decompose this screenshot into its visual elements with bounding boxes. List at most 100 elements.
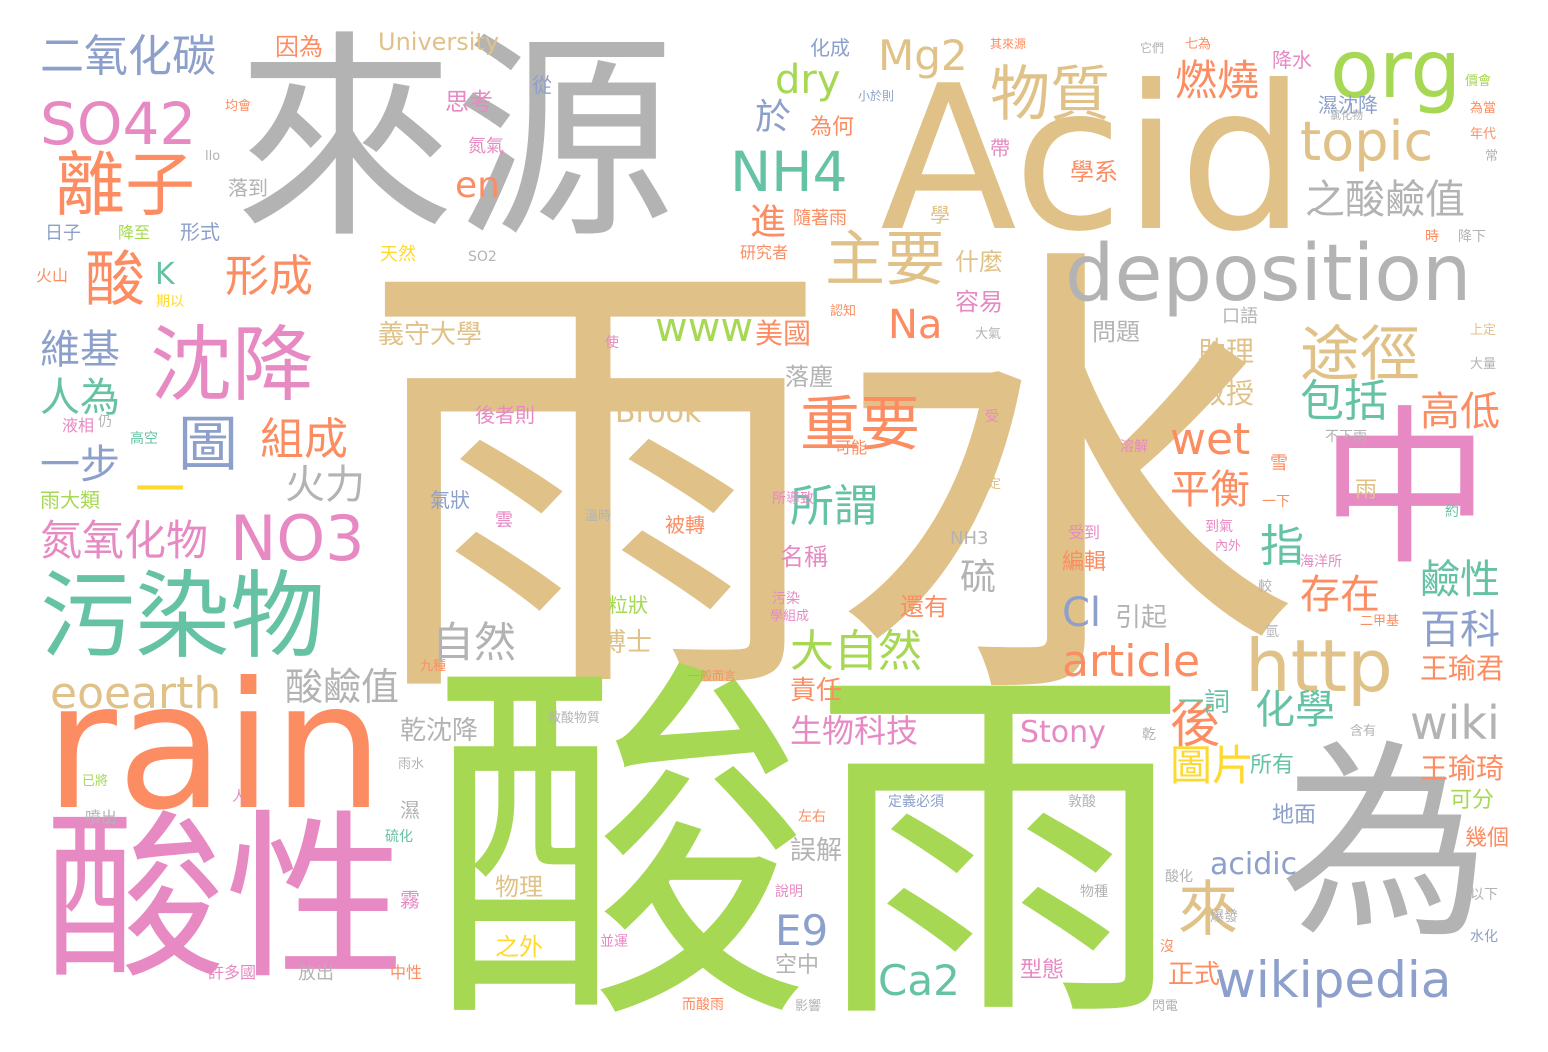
word: 於 <box>755 97 792 138</box>
word: 雨大類 <box>40 488 100 512</box>
word: 型態 <box>1020 958 1065 983</box>
word: 教授 <box>1198 377 1255 410</box>
word: 組成 <box>260 414 348 465</box>
word: 左右 <box>798 809 826 825</box>
word: 定義必須 <box>888 794 944 810</box>
word: 引起 <box>1115 603 1168 633</box>
word: 時 <box>1425 229 1439 245</box>
word: 氣狀 <box>430 488 470 512</box>
word: 價會 <box>1465 74 1492 89</box>
word: 鹼性 <box>1420 557 1500 603</box>
word: University <box>378 28 500 56</box>
word: 說明 <box>775 884 803 900</box>
word: 影響 <box>795 999 822 1014</box>
word: NH4 <box>730 140 848 204</box>
word: 污染 <box>772 591 800 607</box>
word: 雪 <box>1270 453 1288 474</box>
word: 海洋所 <box>1300 554 1342 570</box>
word: 高低 <box>1420 389 1500 435</box>
word: 被轉 <box>665 513 705 537</box>
word: 日子 <box>45 223 81 244</box>
word: 受到 <box>1068 523 1101 542</box>
word: 圖 <box>178 410 238 480</box>
word: 九種 <box>420 659 447 674</box>
word: 中 <box>1320 391 1491 589</box>
word: 確定 <box>975 477 1002 492</box>
word: 大自然 <box>790 626 922 677</box>
word: 較 <box>1258 579 1272 595</box>
word: dry <box>775 57 841 103</box>
word: 酸鹼值 <box>285 665 400 709</box>
word: 後 <box>1170 696 1220 754</box>
word: 誤解 <box>790 836 843 866</box>
word: 口語 <box>1222 306 1258 327</box>
word: Mg2 <box>878 31 968 80</box>
word: 期以 <box>156 294 184 310</box>
word: Cl <box>1062 590 1102 636</box>
word: 空中 <box>775 953 820 978</box>
word: 思考 <box>445 88 493 116</box>
word: 博士 <box>600 628 653 658</box>
word: 可能 <box>835 438 868 457</box>
word: 火山 <box>36 266 69 285</box>
word: 問題 <box>1092 318 1140 346</box>
word: 常 <box>1485 149 1499 164</box>
word: 主要 <box>825 225 945 295</box>
word: llo <box>205 149 221 164</box>
word: 百科 <box>1420 607 1500 653</box>
word: 物質 <box>990 60 1110 130</box>
word: 乾 <box>1142 727 1156 743</box>
word: 因為 <box>275 33 323 61</box>
word: 使 <box>605 335 619 351</box>
word: 圖片 <box>1170 741 1255 790</box>
word: Brook <box>615 395 702 430</box>
word: 雲 <box>495 510 513 531</box>
word: 敦酸 <box>1068 794 1096 810</box>
word: 存在 <box>1300 572 1380 618</box>
word: 大氣 <box>975 327 1002 342</box>
word: 物理 <box>495 873 543 901</box>
word: 噴出 <box>85 808 118 827</box>
word: 降至 <box>118 223 151 242</box>
word: 隨著雨 <box>793 208 847 229</box>
word: 來源 <box>235 12 676 268</box>
word: 容易 <box>955 288 1003 316</box>
word: article <box>1062 636 1201 687</box>
word: 二甲基 <box>1360 614 1400 629</box>
word: 受 <box>985 409 999 425</box>
word: org <box>1330 23 1462 116</box>
word: 高空 <box>130 431 158 447</box>
word: 學組成 <box>770 609 810 624</box>
word: 酸雨 <box>430 628 1190 1052</box>
word: 氫 <box>1265 624 1279 640</box>
word: 燃燒 <box>1175 56 1260 105</box>
word: 均會 <box>225 99 252 114</box>
word: 氮氣 <box>468 136 504 157</box>
word: 不下雨 <box>1325 429 1367 445</box>
word: 物種 <box>1080 884 1108 900</box>
word: 爆發 <box>1210 909 1238 925</box>
word: 途徑 <box>1300 320 1420 390</box>
word: 一 <box>135 461 185 519</box>
word: 學 <box>930 203 950 227</box>
word: 七為 <box>1185 37 1212 52</box>
word: 放出 <box>298 963 334 984</box>
word: 化成 <box>810 36 850 60</box>
word: 含有 <box>1350 724 1377 739</box>
word: 濕 <box>400 798 420 822</box>
word: 自然 <box>432 618 517 667</box>
word: 溶解 <box>1120 439 1148 455</box>
word: 名稱 <box>780 543 828 571</box>
word: 幾個 <box>1465 826 1510 851</box>
word: Stony <box>1020 715 1106 750</box>
word: 火力 <box>285 462 365 508</box>
word: 維基 <box>40 327 120 373</box>
word: 為何 <box>810 115 855 140</box>
word: 為 <box>1280 722 1491 967</box>
word: 正式 <box>1168 960 1221 990</box>
word: 沒 <box>1160 939 1174 955</box>
word: 到氣 <box>1205 519 1233 535</box>
word: 氮氧化物 <box>40 516 209 565</box>
word: 王瑜琦 <box>1420 752 1505 785</box>
